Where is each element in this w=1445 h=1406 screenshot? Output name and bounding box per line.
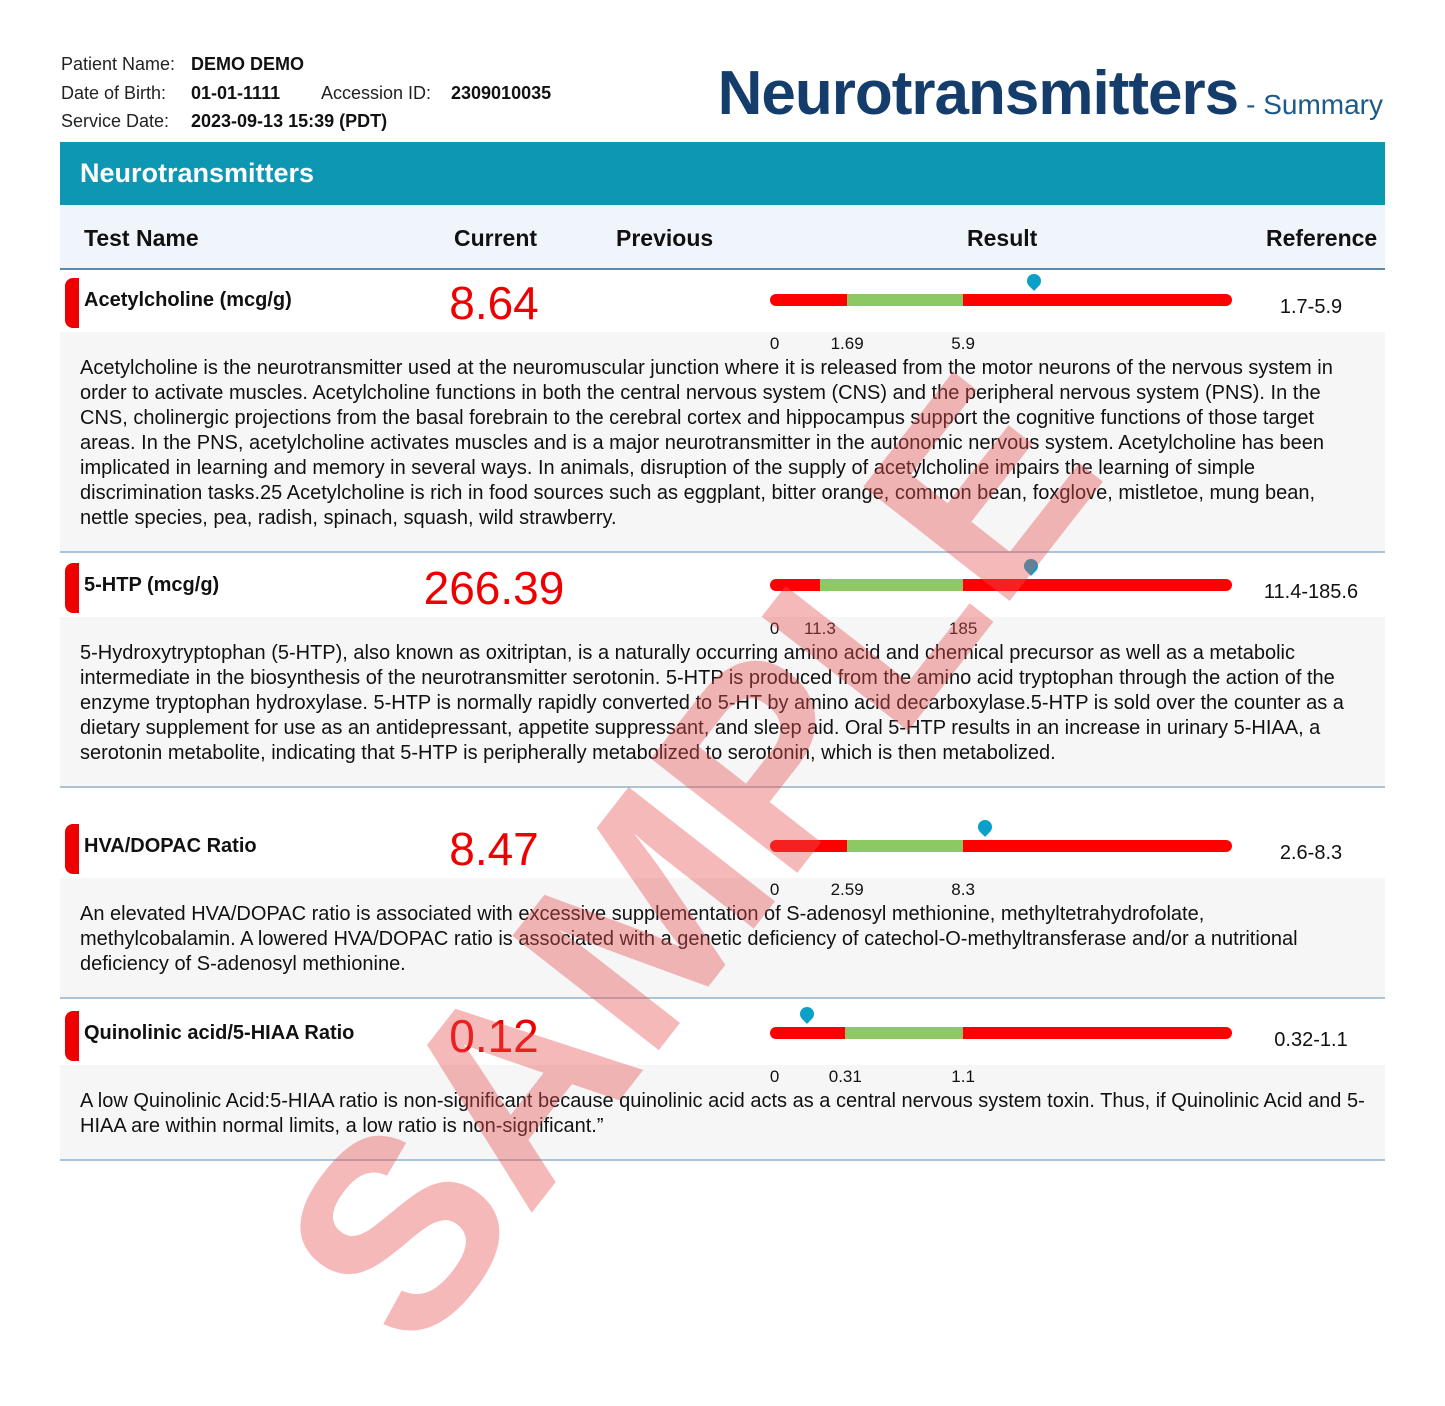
service-date: 2023-09-13 15:39 (PDT) [191,111,388,131]
section-banner: Neurotransmitters [60,142,1385,205]
col-previous: Previous [616,225,714,251]
col-test-name: Test Name [84,225,199,251]
accession-label: Accession ID: [321,82,432,103]
test-header: 5-HTP (mcg/g) 266.39 0 11.3 185 11.4-185.6 [60,555,1385,638]
scale-tick: 8.3 [951,880,975,899]
scale-tick: 5.9 [951,334,975,353]
test-description: Acetylcholine is the neurotransmitter us… [60,332,1385,553]
column-header: Test Name Current Previous Result Refere… [60,205,1385,270]
section-title: Neurotransmitters [80,158,315,188]
title-sub: - Summary [1246,89,1383,120]
test-header: Acetylcholine (mcg/g) 8.64 0 1.69 5.9 1.7-… [60,270,1385,353]
reference-range: 1.7-5.9 [1279,296,1343,318]
out-of-range-flag [65,278,79,328]
scale-tick: 1.1 [951,1067,975,1086]
out-of-range-flag [65,824,79,874]
result-range-bar: 0 11.3 185 [770,556,1232,638]
result-marker-icon [974,817,995,837]
reference-range: 2.6-8.3 [1279,842,1343,864]
scale-tick: 0 [769,334,780,353]
col-reference: Reference [1266,225,1378,251]
result-marker-icon [797,1004,817,1024]
normal-range-segment [845,1027,964,1039]
patient-name: DEMO DEMO [191,54,305,74]
test-name: HVA/DOPAC Ratio [84,835,257,857]
out-of-range-flag [65,563,79,613]
current-value: 266.39 [423,562,565,614]
current-value: 8.47 [449,823,539,875]
current-value: 0.12 [449,1010,539,1062]
test-row: Quinolinic acid/5-HIAA Ratio 0.12 0 0.31 1… [60,1003,1385,1161]
scale-tick: 0 [769,619,780,638]
result-marker-icon [1023,271,1044,291]
out-of-range-flag [65,1011,79,1061]
result-range-bar: 0 1.69 5.9 [770,271,1232,353]
test-name: 5-HTP (mcg/g) [84,574,220,596]
normal-range-segment [847,294,964,306]
scale-tick: 185 [948,619,978,638]
dob-label: Date of Birth: [61,82,167,103]
accession-id: 2309010035 [451,82,552,103]
service-date-label: Service Date: [61,111,170,131]
test-name: Acetylcholine (mcg/g) [84,289,292,311]
normal-range-segment [819,579,964,591]
scale-tick: 1.69 [830,334,864,353]
test-row: 5-HTP (mcg/g) 266.39 0 11.3 185 11.4-185.6… [60,555,1385,788]
scale-tick: 0 [769,880,780,899]
title-main: Neurotransmitters [717,59,1239,128]
col-current: Current [454,225,538,251]
test-description: A low Quinolinic Acid:5-HIAA ratio is no… [60,1065,1385,1161]
test-header: Quinolinic acid/5-HIAA Ratio 0.12 0 0.31 1… [60,1003,1385,1086]
test-name: Quinolinic acid/5-HIAA Ratio [84,1022,355,1044]
test-row: Acetylcholine (mcg/g) 8.64 0 1.69 5.9 1.7-… [60,270,1385,553]
col-result: Result [967,225,1038,251]
scale-tick: 0 [769,1067,780,1086]
patient-name-label: Patient Name: [61,54,176,74]
result-range-bar: 0 0.31 1.1 [770,1004,1232,1086]
scale-tick: 0.31 [828,1067,862,1086]
scale-tick: 2.59 [830,880,864,899]
reference-range: 11.4-185.6 [1263,581,1359,603]
reference-range: 0.32-1.1 [1274,1029,1348,1051]
test-header: HVA/DOPAC Ratio 8.47 0 2.59 8.3 2.6-8.3 [60,816,1385,899]
current-value: 8.64 [449,277,539,329]
patient-info: Patient Name: DEMO DEMO Date of Birth: 01-… [61,50,551,136]
dob: 01-01-1111 [191,82,281,103]
test-row: HVA/DOPAC Ratio 8.47 0 2.59 8.3 2.6-8.3 An… [60,816,1385,999]
test-description: 5-Hydroxytryptophan (5-HTP), also known … [60,617,1385,788]
page-title: Neurotransmitters - Summary [718,58,1383,129]
result-range-bar: 0 2.59 8.3 [770,817,1232,899]
scale-tick: 11.3 [803,619,836,638]
result-marker-icon [1021,556,1041,576]
test-description: An elevated HVA/DOPAC ratio is associate… [60,878,1385,999]
normal-range-segment [847,840,964,852]
